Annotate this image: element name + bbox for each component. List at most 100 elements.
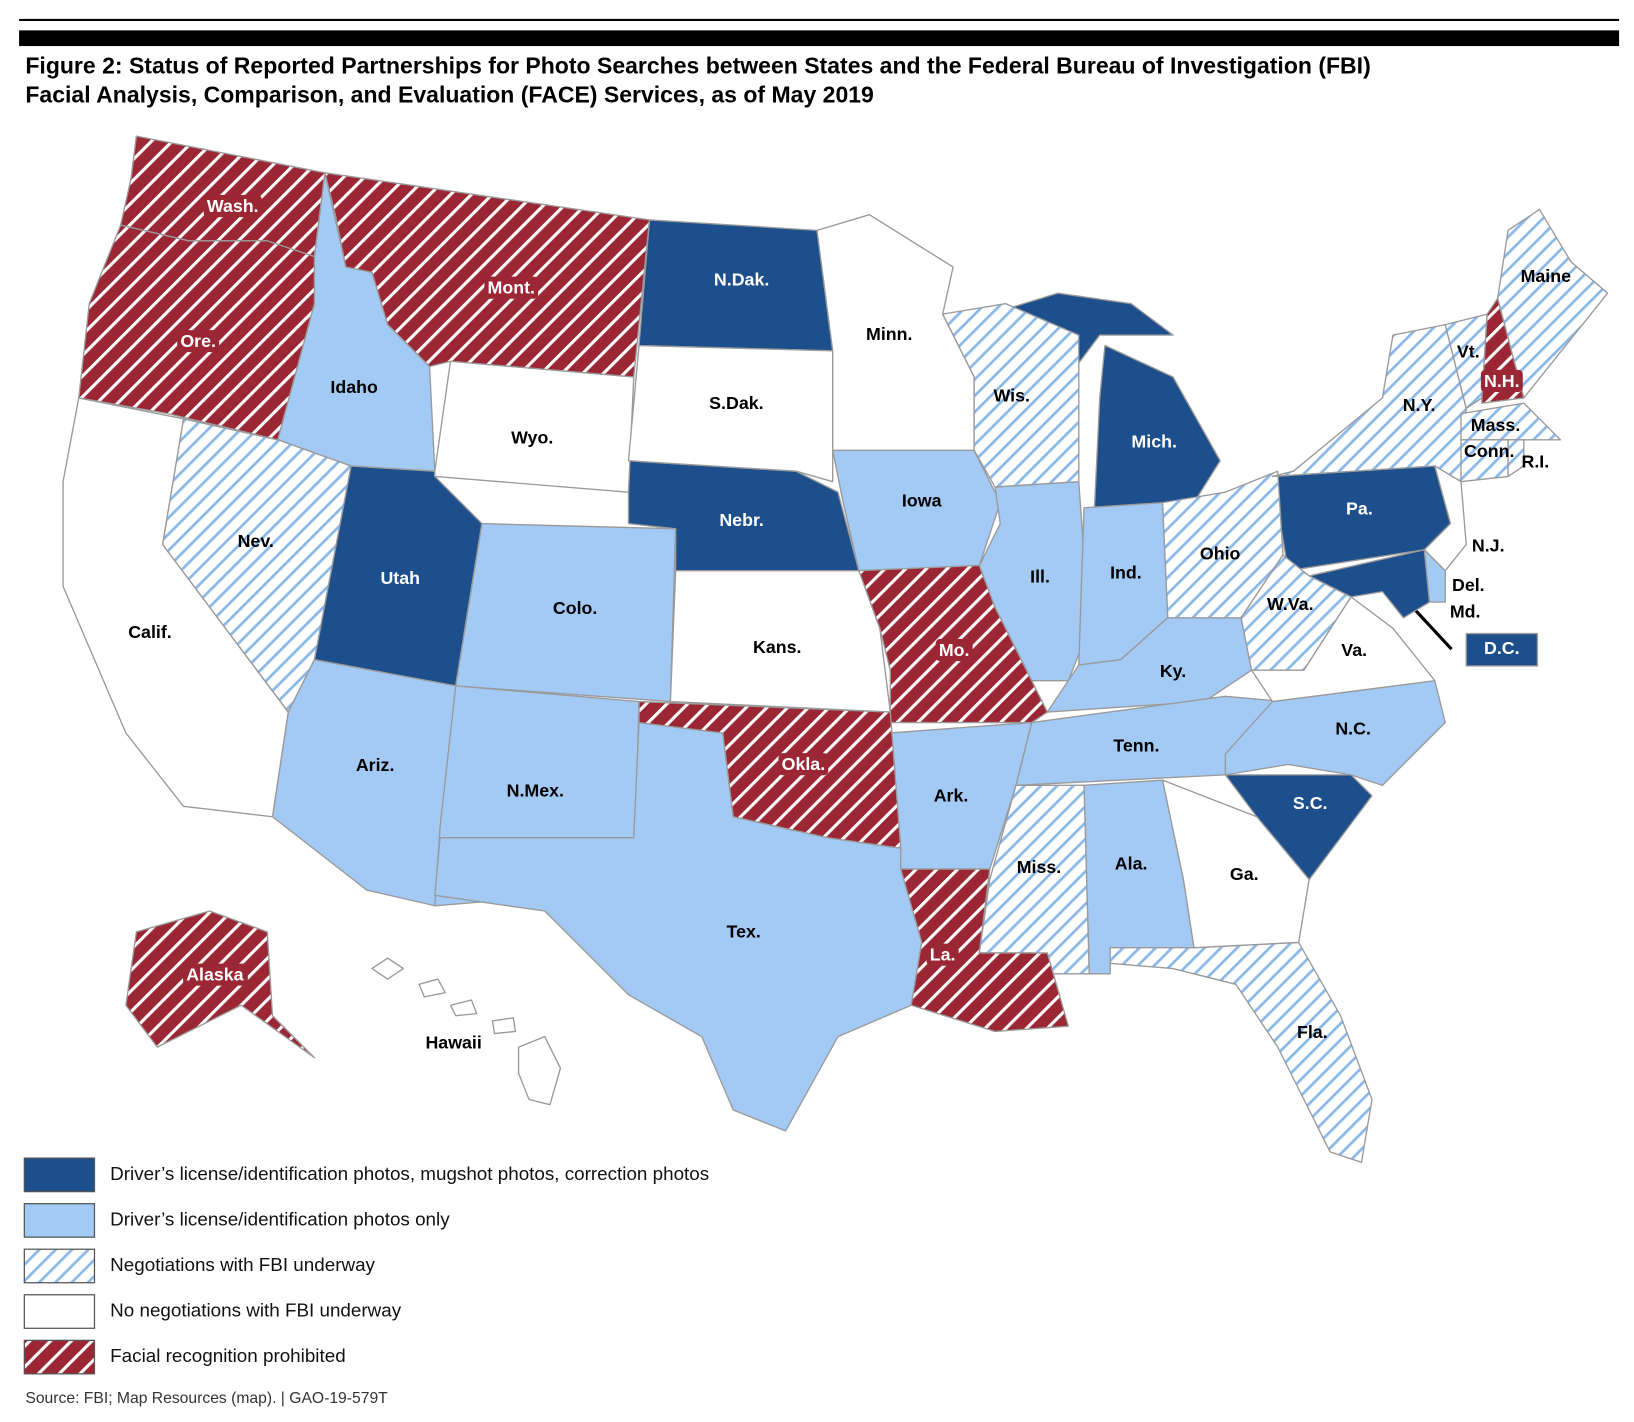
state-label: Alaska <box>186 965 244 985</box>
legend-swatch <box>23 1294 96 1329</box>
legend-label: Negotiations with FBI underway <box>110 1254 375 1275</box>
label-box <box>183 963 248 986</box>
label-box <box>935 638 973 662</box>
state-label: S.Dak. <box>709 393 763 413</box>
state-label: Nev. <box>238 531 274 551</box>
state-label: Mass. <box>1471 415 1520 435</box>
state-label: Ark. <box>934 786 969 806</box>
state <box>517 1035 562 1106</box>
state-label: N.C. <box>1335 719 1371 739</box>
state-labels: N.Dak. Nebr. Utah Mich. Pa. S.C. Md.D.C. Idaho C… <box>128 194 1572 1053</box>
state-label: Colo. <box>553 598 597 618</box>
state-label: Mont. <box>488 278 535 298</box>
state-label: W.Va. <box>1267 594 1314 614</box>
state-label: Tenn. <box>1113 735 1159 755</box>
state <box>62 397 289 818</box>
state-label: Idaho <box>330 377 378 397</box>
state-label: Wis. <box>994 386 1030 406</box>
state-label: Mo. <box>939 640 970 660</box>
state <box>627 344 834 483</box>
state-label: Del. <box>1452 575 1485 595</box>
state <box>1507 439 1525 478</box>
state-label: N.Mex. <box>507 780 564 800</box>
top-bar <box>19 30 1620 47</box>
state-label: Miss. <box>1017 857 1062 877</box>
state-label: N.J. <box>1472 535 1505 555</box>
label-box <box>778 753 829 776</box>
state <box>1224 774 1373 881</box>
state-label: R.I. <box>1521 452 1549 472</box>
state <box>638 700 902 849</box>
state-label: Kans. <box>753 637 801 657</box>
state-label: Mich. <box>1131 432 1176 452</box>
legend-label: Facial recognition prohibited <box>110 1345 346 1366</box>
state <box>1460 402 1562 441</box>
state <box>371 957 405 980</box>
legend-label: Driver’s license/identification photos o… <box>110 1208 450 1229</box>
state-label: Wash. <box>207 196 259 216</box>
label-box <box>177 330 220 353</box>
state <box>900 868 1069 1033</box>
state-label: Iowa <box>902 490 943 510</box>
dc-box <box>1465 632 1539 667</box>
state <box>1423 465 1467 572</box>
legend-swatch <box>23 1248 96 1284</box>
state <box>1093 344 1221 509</box>
state-label: Ga. <box>1230 864 1259 884</box>
state-label: D.C. <box>1484 638 1520 658</box>
state <box>271 659 457 907</box>
state-label: Pa. <box>1346 499 1373 519</box>
legend-label: Driver’s license/identification photos, … <box>110 1163 709 1184</box>
state-label: Md. <box>1450 601 1481 621</box>
state <box>669 570 891 713</box>
label-box <box>926 943 959 966</box>
state-label: Ore. <box>180 331 216 351</box>
label-box <box>484 276 539 299</box>
legend-swatch <box>23 1157 96 1193</box>
state-label: Va. <box>1341 640 1367 660</box>
label-box <box>1480 369 1523 392</box>
state <box>324 172 651 378</box>
legend: Driver’s license/identification photos, … <box>23 1157 709 1375</box>
state-label: Nebr. <box>719 510 764 530</box>
state-label: Ill. <box>1030 567 1050 587</box>
state <box>449 999 478 1017</box>
state-label: Wyo. <box>511 427 553 447</box>
state <box>832 449 1001 572</box>
state-label: Maine <box>1521 266 1572 286</box>
label-box <box>203 194 262 218</box>
title-line: Figure 2: Status of Reported Partnership… <box>25 52 1370 78</box>
state-label: Vt. <box>1457 342 1480 362</box>
state-label: Fla. <box>1297 1022 1328 1042</box>
state-label: Utah <box>380 568 420 588</box>
state-label: N.Y. <box>1403 395 1436 415</box>
states <box>62 135 1609 1163</box>
state-label: Conn. <box>1464 441 1514 461</box>
state-label: Ind. <box>1110 563 1142 583</box>
state <box>1224 679 1446 787</box>
state-label: S.C. <box>1293 793 1328 813</box>
title-line: Facial Analysis, Comparison, and Evaluat… <box>25 82 873 108</box>
state-label: Ohio <box>1200 544 1241 564</box>
state <box>491 1017 517 1035</box>
legend-swatch <box>23 1203 96 1238</box>
source: Source: FBI; Map Resources (map). | GAO-… <box>25 1390 388 1407</box>
state-label: Hawaii <box>425 1033 481 1053</box>
state-label: Calif. <box>128 622 172 642</box>
state <box>1271 323 1467 483</box>
legend-swatch <box>23 1339 96 1375</box>
state-label: Minn. <box>866 324 912 344</box>
state-label: Ariz. <box>356 755 395 775</box>
state-label: Tex. <box>727 922 761 942</box>
state-label: La. <box>930 945 956 965</box>
state <box>1109 941 1373 1163</box>
state <box>418 978 446 998</box>
state-label: Ky. <box>1160 661 1186 681</box>
state <box>1250 596 1436 703</box>
state <box>1161 779 1310 949</box>
state-label: N.Dak. <box>714 269 769 289</box>
legend-label: No negotiations with FBI underway <box>110 1300 402 1321</box>
state <box>816 213 975 451</box>
state-label: Ala. <box>1115 854 1148 874</box>
